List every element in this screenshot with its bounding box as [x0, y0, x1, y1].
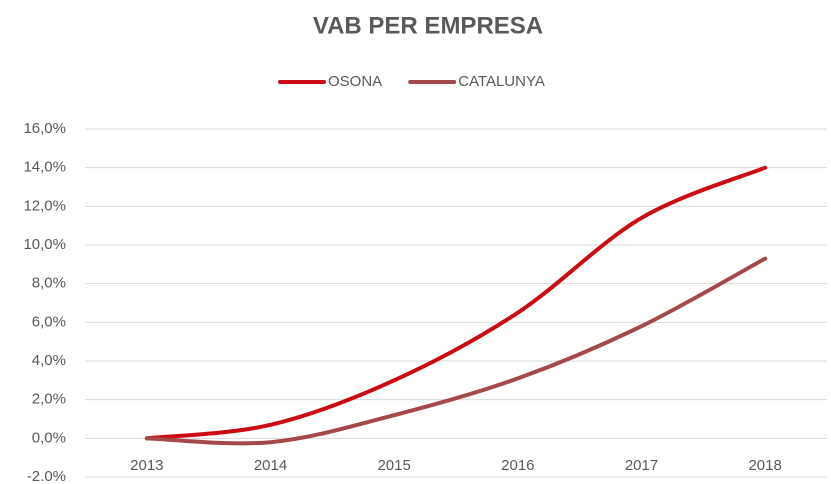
y-tick-label: 12,0%: [23, 197, 66, 214]
y-tick-label: 2,0%: [32, 391, 66, 408]
y-tick-label: 4,0%: [32, 352, 66, 369]
legend-label: OSONA: [328, 73, 382, 90]
line-series: [144, 165, 768, 441]
x-tick-label: 2013: [130, 457, 163, 474]
x-tick-label: 2014: [254, 457, 287, 474]
y-tick-label: 6,0%: [32, 313, 66, 330]
y-tick-label: 10,0%: [23, 236, 66, 253]
y-tick-label: 14,0%: [23, 159, 66, 176]
x-tick-label: 2017: [625, 457, 658, 474]
y-tick-label: 8,0%: [32, 275, 66, 292]
y-tick-label: 16,0%: [23, 120, 66, 137]
y-tick-label: -2.0%: [27, 468, 66, 484]
y-tick-label: 0,0%: [32, 429, 66, 446]
line-series: [144, 256, 768, 446]
x-tick-label: 2016: [501, 457, 534, 474]
chart-title: VAB PER EMPRESA: [313, 12, 543, 39]
x-tick-label: 2018: [748, 457, 781, 474]
legend-label: CATALUNYA: [458, 73, 545, 90]
x-tick-label: 2015: [377, 457, 410, 474]
